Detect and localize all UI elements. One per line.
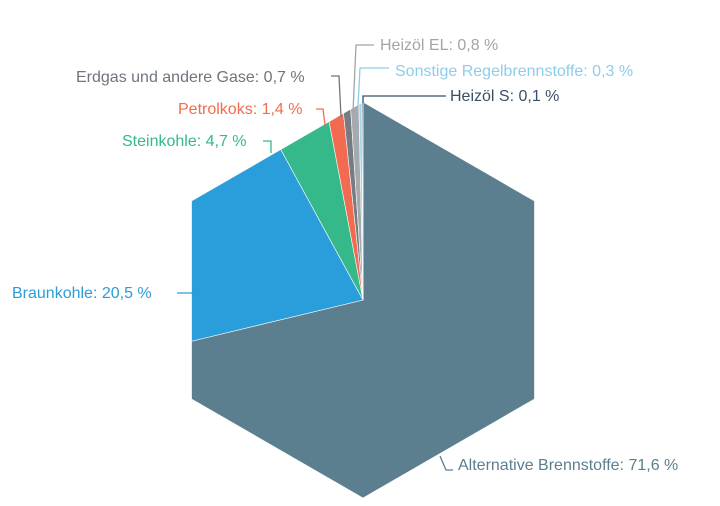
- label-alternative-brennstoffe: Alternative Brennstoffe: 71,6 %: [458, 457, 678, 474]
- label-heizoel-el: Heizöl EL: 0,8 %: [380, 37, 498, 54]
- leader-line-alternative-brennstoffe: [439, 455, 453, 471]
- label-heizoel-s: Heizöl S: 0,1 %: [450, 88, 559, 105]
- label-petrolkoks: Petrolkoks: 1,4 %: [178, 101, 303, 118]
- slices-group: [191, 101, 535, 499]
- leader-line-heizoel-el: [352, 44, 374, 113]
- label-sonstige-regelbrennstoffe: Sonstige Regelbrennstoffe: 0,3 %: [395, 63, 633, 80]
- slice-labels: Alternative Brennstoffe: 71,6 % Braunkohl…: [12, 37, 678, 474]
- leader-line-steinkohle: [263, 140, 272, 153]
- leader-line-heizoel-s: [362, 95, 446, 103]
- leader-line-erdgas-und-andere-gase: [331, 75, 342, 118]
- label-steinkohle: Steinkohle: 4,7 %: [122, 133, 247, 150]
- leader-lines: [177, 44, 453, 471]
- label-braunkohle: Braunkohle: 20,5 %: [12, 285, 152, 302]
- leader-line-sonstige-regelbrennstoffe: [357, 67, 389, 107]
- leader-line-petrolkoks: [316, 108, 326, 126]
- label-erdgas-und-andere-gase: Erdgas und andere Gase: 0,7 %: [76, 69, 305, 86]
